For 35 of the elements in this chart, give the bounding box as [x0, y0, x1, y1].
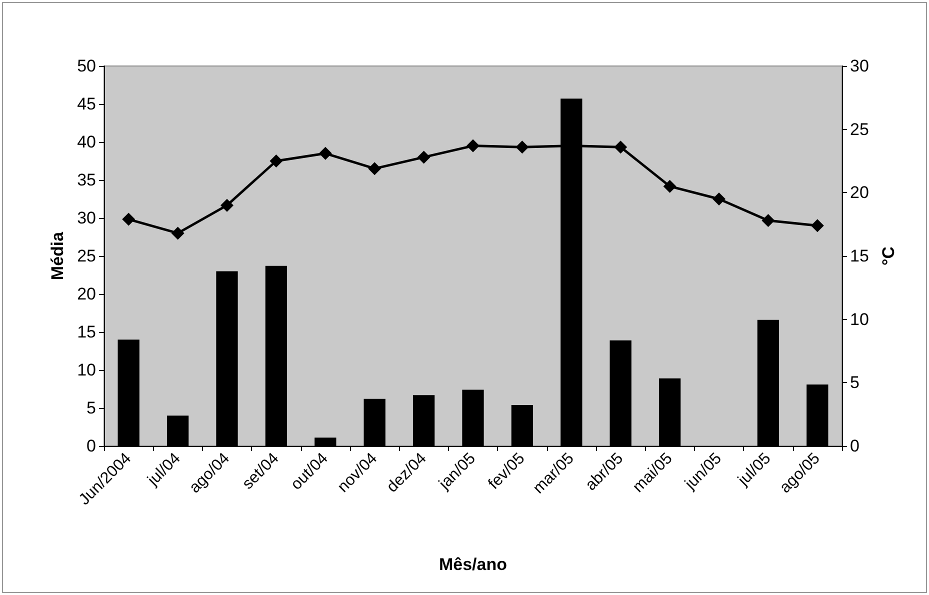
y-tick-label: 15 — [77, 322, 96, 342]
y-tick-label: 35 — [77, 170, 96, 190]
point — [762, 214, 775, 228]
point — [220, 198, 234, 212]
point — [368, 162, 382, 176]
y2-tick-label: 0 — [850, 436, 860, 456]
y-tick-label: 45 — [77, 94, 96, 114]
x-axis-title: Mês/ano — [438, 555, 508, 574]
y2-tick-label: 20 — [850, 183, 869, 202]
point — [270, 154, 283, 168]
y2-tick-label: 25 — [850, 120, 869, 139]
y-tick-label: 20 — [77, 284, 96, 304]
y-tick-label: 10 — [77, 360, 96, 380]
point — [614, 140, 628, 154]
y-tick-label: 40 — [77, 132, 96, 152]
point — [171, 226, 184, 240]
point — [810, 219, 824, 232]
point — [712, 192, 726, 206]
point — [417, 150, 430, 164]
y2-tick-label: 5 — [850, 373, 860, 392]
point — [663, 180, 676, 193]
y2-axis-title: °C — [879, 246, 898, 266]
y-axis-title: Média — [48, 231, 67, 280]
point — [318, 146, 332, 160]
point — [516, 140, 529, 154]
y-tick-label: 30 — [77, 208, 96, 228]
y-tick-label: 50 — [77, 56, 96, 76]
y2-tick-label: 30 — [850, 56, 869, 76]
y2-tick-label: 15 — [850, 246, 869, 266]
y-tick-label: 5 — [86, 398, 96, 418]
y-tick-label: 0 — [86, 436, 96, 456]
y-tick-label: 25 — [77, 246, 96, 266]
y2-tick-label: 10 — [850, 310, 869, 329]
point — [466, 139, 480, 152]
point — [122, 212, 136, 226]
